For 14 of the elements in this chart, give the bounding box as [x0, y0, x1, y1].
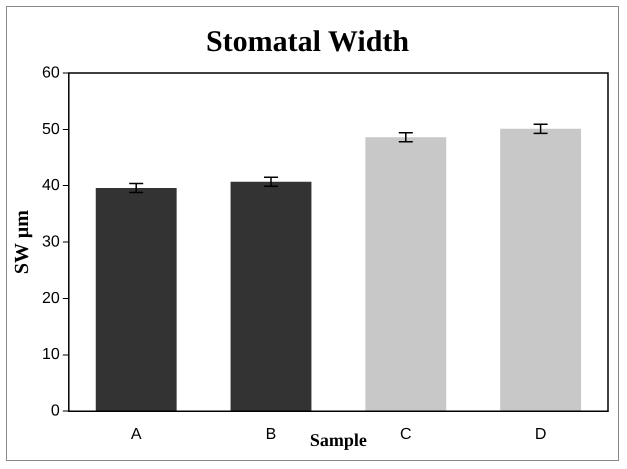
x-axis-title: Sample: [310, 430, 367, 450]
y-axis-title: SW µm: [11, 210, 34, 274]
chart-title: Stomatal Width: [206, 24, 410, 58]
x-tick-label: D: [534, 426, 546, 444]
x-tick-label: C: [400, 426, 412, 444]
x-tick-label: B: [266, 426, 276, 444]
y-tick-label: 60: [42, 64, 60, 82]
y-tick-label: 0: [50, 402, 60, 420]
y-tick-label: 50: [42, 120, 60, 138]
y-tick-label: 30: [42, 234, 60, 251]
y-tick-label: 20: [42, 290, 60, 307]
y-tick-label: 10: [42, 346, 60, 364]
x-tick-label: A: [130, 426, 142, 444]
y-tick-label: 40: [42, 177, 60, 194]
